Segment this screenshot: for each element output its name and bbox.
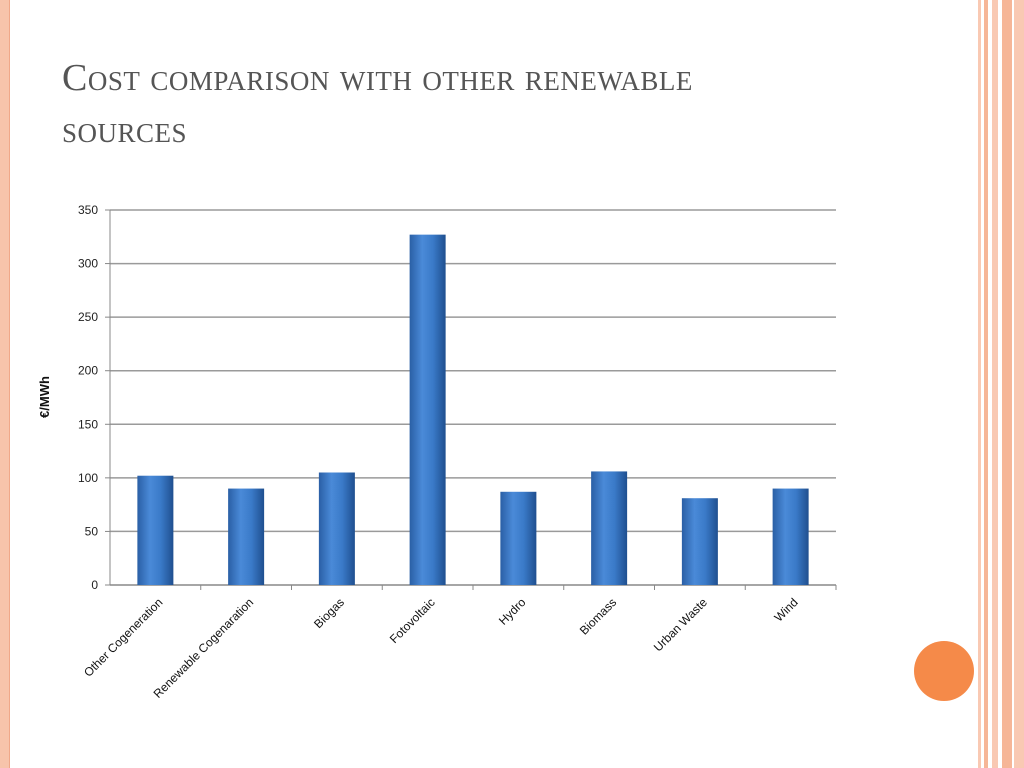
- y-tick-label: 100: [78, 471, 98, 485]
- x-category-label: Fotovoltaic: [387, 595, 438, 646]
- bar: [500, 491, 537, 585]
- x-category-label: Biomass: [577, 595, 619, 637]
- x-category-label: Urban Waste: [651, 595, 710, 654]
- bar: [409, 234, 446, 585]
- y-tick-label: 250: [78, 310, 98, 324]
- slide-title: Cost comparison with other renewable sou…: [62, 57, 693, 151]
- y-tick-label: 50: [85, 524, 99, 538]
- y-tick-label: 350: [78, 203, 98, 217]
- accent-circle: [914, 641, 974, 701]
- x-category-label: Wind: [772, 595, 801, 624]
- bar: [137, 475, 174, 585]
- y-tick-labels: 0 50 100 150 200 250 300 350: [78, 203, 98, 592]
- x-category-label: Hydro: [496, 595, 529, 628]
- right-stripes: [978, 0, 1024, 768]
- bar: [772, 488, 809, 585]
- x-category-label: Renewable Cogenaration: [151, 595, 257, 701]
- y-tick-label: 150: [78, 417, 98, 431]
- left-border: [0, 0, 10, 768]
- y-tick-label: 200: [78, 364, 98, 378]
- bar: [228, 488, 265, 585]
- y-axis-label: €/MWh: [37, 376, 52, 418]
- chart-gridlines: [105, 209, 836, 586]
- x-category-label: Biogas: [311, 595, 347, 631]
- bar: [681, 498, 718, 585]
- chart-bars: [137, 234, 809, 585]
- x-category-label: Other Cogeneration: [81, 595, 165, 679]
- y-tick-label: 0: [91, 578, 98, 592]
- bar: [318, 472, 355, 585]
- y-tick-label: 300: [78, 257, 98, 271]
- bar: [591, 471, 628, 585]
